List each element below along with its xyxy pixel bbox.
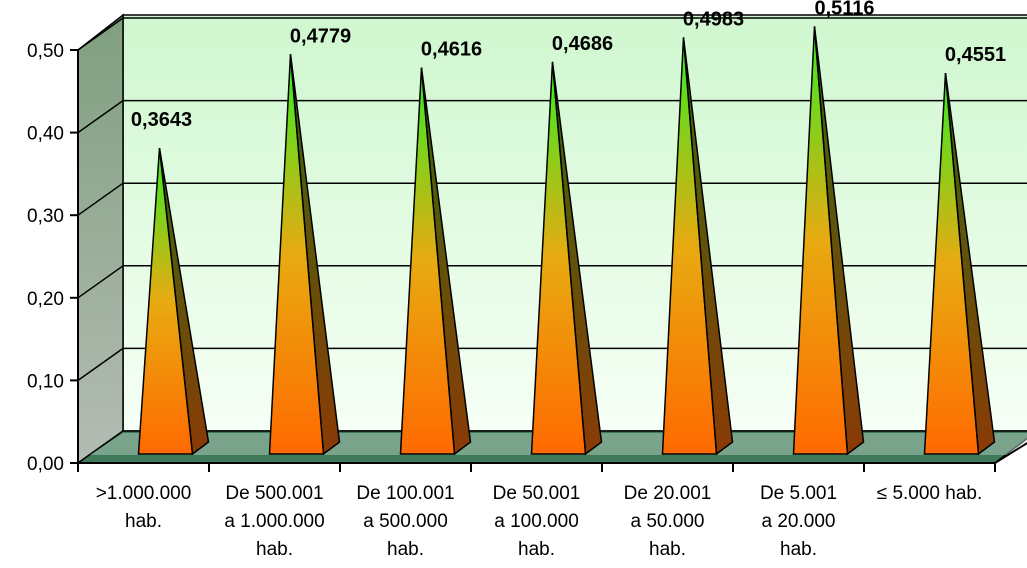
pyramid-edge: [551, 61, 587, 455]
x-tick-label: >1.000.000 hab.: [96, 483, 192, 532]
x-tick-label: De 50.001 a 100.000 hab.: [493, 483, 581, 560]
pyramid-edge: [944, 73, 980, 455]
data-marks: [137, 26, 996, 456]
gridline-side: [77, 99, 124, 134]
pyramid-mark: [399, 67, 472, 456]
data-label: 0,5116: [814, 0, 874, 19]
y-tick-label: 0,10: [27, 371, 64, 392]
pyramid-edge: [158, 148, 194, 455]
y-tick-label: 0,30: [27, 206, 64, 227]
axes: 0,00 0,10 0,20 0,30 0,40 0,50 >1.000.000 hab. De…: [27, 41, 1027, 560]
data-label: 0,4779: [290, 25, 351, 47]
side-wall: [77, 13, 124, 465]
pyramid-mark: [792, 26, 865, 456]
pyramid-edge: [682, 37, 718, 455]
data-label: 0,4686: [552, 33, 613, 55]
floor-edge: [994, 442, 1027, 464]
pyramid-mark: [661, 37, 734, 456]
pyramid-edge: [813, 26, 849, 455]
gridline-side: [77, 182, 124, 216]
x-tick-label: De 500.001 a 1.000.000 hab.: [224, 483, 324, 560]
gridline-side: [77, 347, 124, 382]
pyramid-mark: [530, 61, 603, 456]
y-tick-label: 0,40: [27, 124, 64, 145]
pyramid-mark: [923, 72, 996, 456]
data-label: 0,3643: [131, 109, 192, 131]
y-tick-label: 0,50: [27, 41, 64, 62]
data-labels: 0,3643 0,4779 0,4616 0,4686 0,4983 0,5116 0,45…: [131, 0, 1006, 131]
gridline-side: [77, 17, 124, 51]
data-label: 0,4616: [421, 39, 482, 61]
pyramid-mark: [137, 147, 210, 456]
pyramid-mark: [268, 54, 341, 456]
pyramid-edge: [420, 67, 456, 455]
x-tick-label: De 5.001 a 20.000 hab.: [760, 483, 837, 560]
y-tick-label: 0,20: [27, 289, 64, 310]
y-tick-label: 0,00: [27, 454, 64, 475]
x-tick-label: De 100.001 a 500.000 hab.: [356, 483, 454, 560]
data-label: 0,4983: [683, 8, 744, 30]
gridline-side: [77, 265, 124, 299]
pyramid-edge: [289, 54, 325, 455]
x-tick-label: De 20.001 a 50.000 hab.: [624, 483, 712, 560]
data-label: 0,4551: [945, 44, 1006, 66]
x-tick-label: ≤ 5.000 hab.: [877, 483, 983, 504]
